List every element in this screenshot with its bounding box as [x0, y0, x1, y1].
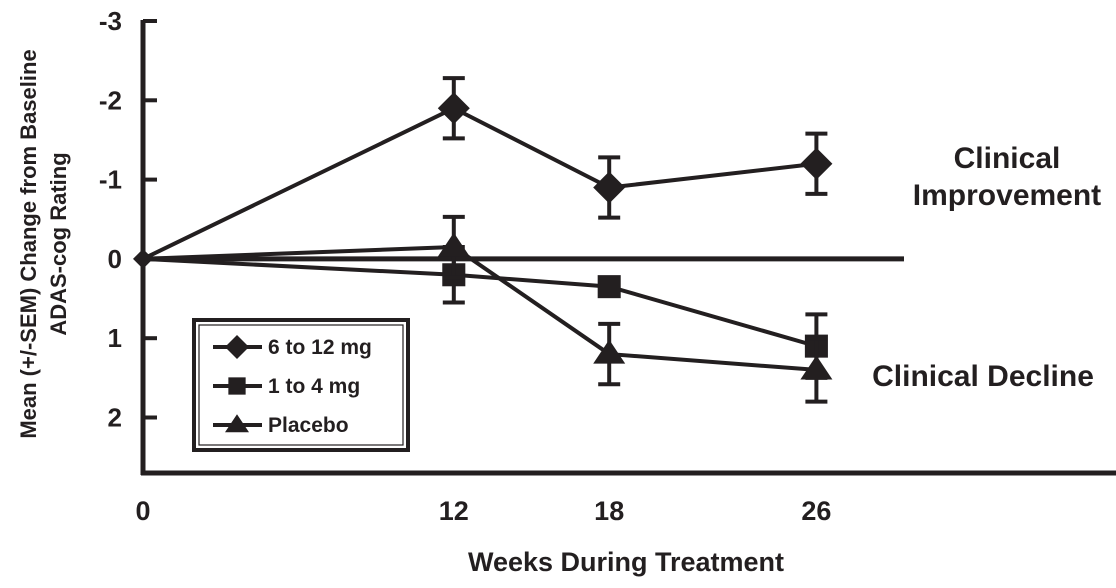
series-line [142, 256, 817, 349]
triangle-marker [593, 339, 626, 364]
legend-items: 6 to 12 mg 1 to 4 mg Placebo [213, 335, 372, 437]
diamond-marker [593, 171, 626, 204]
x-tick-label: 18 [594, 496, 624, 526]
series-triangle [142, 214, 833, 404]
y-tick-label: 0 [108, 244, 122, 274]
y-axis-title-line-1: Mean (+/-SEM) Change from Baseline [16, 49, 41, 438]
legend-diamond-marker [225, 335, 249, 359]
series-line [142, 106, 817, 261]
legend-inner-border [198, 324, 404, 446]
legend-triangle-marker [225, 414, 249, 433]
legend-label: Placebo [268, 414, 349, 437]
y-tick-label: 2 [108, 403, 122, 433]
y-tick-label: -3 [99, 6, 122, 36]
origin-marker [133, 248, 153, 269]
diamond-marker [800, 147, 833, 180]
x-tick-label: 26 [801, 496, 831, 526]
series-diamond [142, 76, 833, 261]
y-tick-label: 1 [108, 323, 122, 353]
legend-square-marker [228, 377, 246, 395]
series-line [142, 245, 817, 372]
triangle-marker [437, 232, 470, 257]
x-tick-label: 12 [439, 496, 469, 526]
y-tick-label: -1 [99, 165, 122, 195]
diamond-marker [437, 92, 470, 125]
x-tick-label: 0 [135, 496, 150, 526]
legend: 6 to 12 mg 1 to 4 mg Placebo [192, 318, 410, 452]
annotation-clinical-decline: Clinical Decline [872, 360, 1094, 393]
annotation-clinical-improvement-line-2: Improvement [913, 179, 1101, 212]
series-layer [133, 76, 833, 404]
legend-label: 1 to 4 mg [268, 375, 360, 398]
y-tick-label: -2 [99, 85, 122, 115]
annotation-clinical-improvement-line-1: Clinical [954, 142, 1061, 175]
square-marker [597, 275, 621, 299]
x-axis-title: Weeks During Treatment [468, 547, 784, 577]
y-axis-title: Mean (+/-SEM) Change from Baseline ADAS-… [16, 49, 71, 438]
triangle-marker [800, 355, 833, 380]
y-axis-title-line-2: ADAS-cog Rating [46, 152, 71, 335]
legend-label: 6 to 12 mg [268, 336, 372, 359]
